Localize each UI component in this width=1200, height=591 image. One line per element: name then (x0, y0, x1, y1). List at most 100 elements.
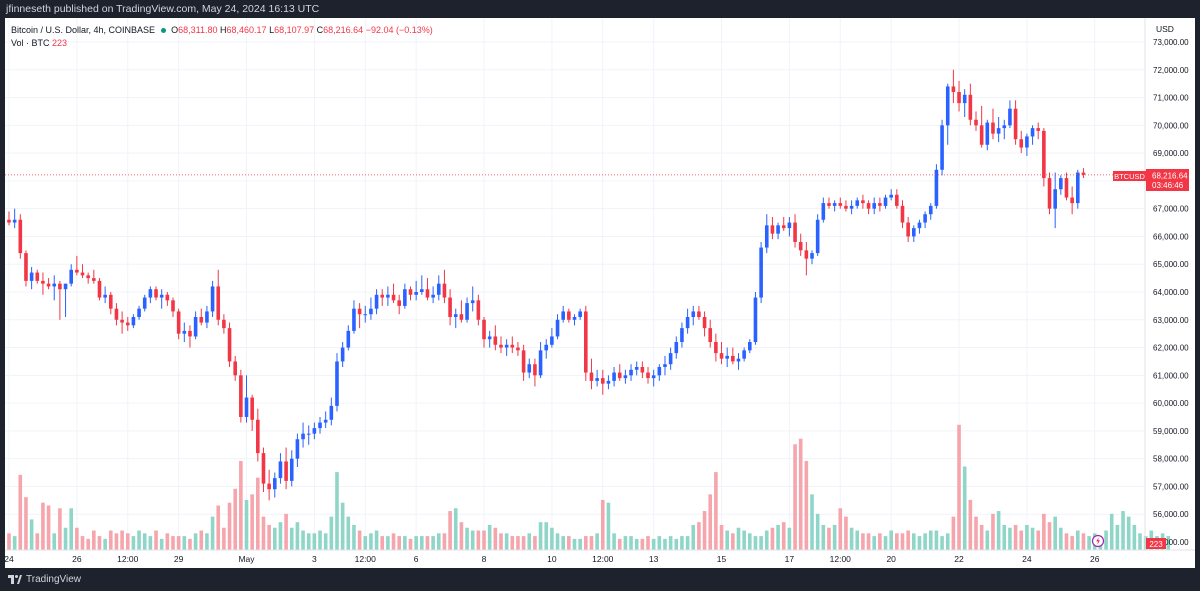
candle[interactable] (58, 280, 62, 320)
candle[interactable] (120, 311, 124, 334)
candle[interactable] (289, 450, 294, 487)
candle[interactable] (29, 267, 34, 290)
candle[interactable] (453, 308, 458, 329)
candle[interactable] (612, 367, 616, 387)
candle[interactable] (63, 283, 68, 317)
candle[interactable] (470, 286, 475, 312)
candle[interactable] (352, 300, 356, 334)
candle[interactable] (414, 280, 418, 301)
candle[interactable] (906, 217, 910, 242)
candle[interactable] (1042, 128, 1046, 187)
candle[interactable] (657, 364, 662, 381)
candle[interactable] (1008, 100, 1012, 129)
candle[interactable] (18, 214, 23, 259)
candle[interactable] (1019, 130, 1024, 154)
candle[interactable] (527, 358, 532, 379)
candle[interactable] (861, 194, 865, 209)
candle[interactable] (996, 117, 1001, 142)
candle[interactable] (391, 283, 396, 304)
candle[interactable] (595, 369, 599, 387)
candle[interactable] (403, 283, 407, 309)
candle[interactable] (934, 164, 939, 209)
candle[interactable] (369, 297, 373, 320)
candle[interactable] (380, 289, 385, 306)
candle[interactable] (340, 342, 345, 367)
candle[interactable] (125, 317, 130, 331)
candle[interactable] (623, 369, 628, 384)
candle[interactable] (301, 422, 305, 448)
candle[interactable] (714, 333, 718, 362)
candle[interactable] (493, 325, 498, 351)
candle[interactable] (114, 303, 119, 326)
candle[interactable] (844, 200, 848, 212)
candle[interactable] (538, 342, 543, 379)
candle[interactable] (753, 292, 758, 345)
candle[interactable] (256, 408, 260, 462)
candle[interactable] (459, 300, 464, 323)
candle[interactable] (731, 347, 735, 365)
candle[interactable] (131, 314, 136, 329)
candle[interactable] (357, 303, 362, 329)
candle[interactable] (640, 361, 645, 379)
candle[interactable] (674, 336, 679, 359)
candle[interactable] (92, 269, 96, 284)
candle[interactable] (815, 214, 820, 256)
candle[interactable] (210, 280, 215, 317)
candle[interactable] (284, 447, 288, 490)
candle[interactable] (968, 83, 973, 126)
candle[interactable] (544, 339, 549, 359)
candle[interactable] (476, 294, 481, 326)
candle[interactable] (912, 225, 916, 242)
candle[interactable] (742, 347, 746, 362)
candle[interactable] (108, 292, 113, 315)
candle[interactable] (1064, 172, 1069, 201)
candle[interactable] (267, 469, 271, 501)
candle[interactable] (12, 208, 17, 229)
candle[interactable] (872, 197, 877, 215)
candle[interactable] (504, 339, 509, 356)
candle[interactable] (770, 217, 775, 240)
candle[interactable] (1081, 168, 1086, 179)
candle[interactable] (516, 342, 520, 356)
candle[interactable] (193, 311, 198, 340)
candle[interactable] (86, 272, 90, 284)
candle[interactable] (668, 347, 673, 370)
candle[interactable] (985, 119, 990, 151)
candle[interactable] (142, 294, 147, 312)
candle[interactable] (103, 286, 107, 304)
candle[interactable] (425, 278, 430, 301)
candle[interactable] (685, 308, 690, 334)
candle[interactable] (781, 217, 786, 231)
candle[interactable] (878, 197, 882, 212)
candle[interactable] (1053, 172, 1057, 229)
candle[interactable] (1013, 100, 1018, 145)
candle[interactable] (776, 222, 780, 240)
candle[interactable] (725, 347, 729, 367)
replay-icon[interactable] (1091, 534, 1105, 548)
candle[interactable] (52, 275, 57, 301)
candle[interactable] (991, 108, 995, 140)
candle[interactable] (1002, 119, 1007, 140)
candle[interactable] (1059, 175, 1063, 195)
candle[interactable] (1047, 172, 1052, 215)
candle[interactable] (917, 219, 922, 234)
candle[interactable] (945, 83, 950, 145)
candle[interactable] (708, 319, 713, 348)
candle[interactable] (306, 425, 311, 445)
candle[interactable] (895, 189, 899, 209)
candle[interactable] (663, 355, 667, 376)
candle[interactable] (408, 286, 413, 301)
candle[interactable] (420, 275, 424, 295)
candle[interactable] (1025, 133, 1029, 156)
candle[interactable] (41, 272, 45, 295)
candle[interactable] (928, 203, 933, 220)
candle[interactable] (335, 353, 339, 412)
candle[interactable] (182, 322, 187, 342)
candle[interactable] (227, 322, 232, 367)
candle[interactable] (533, 358, 537, 387)
candle[interactable] (176, 308, 181, 340)
candle[interactable] (651, 369, 656, 387)
candle[interactable] (974, 111, 978, 131)
candle[interactable] (550, 328, 554, 348)
candle[interactable] (295, 433, 300, 467)
